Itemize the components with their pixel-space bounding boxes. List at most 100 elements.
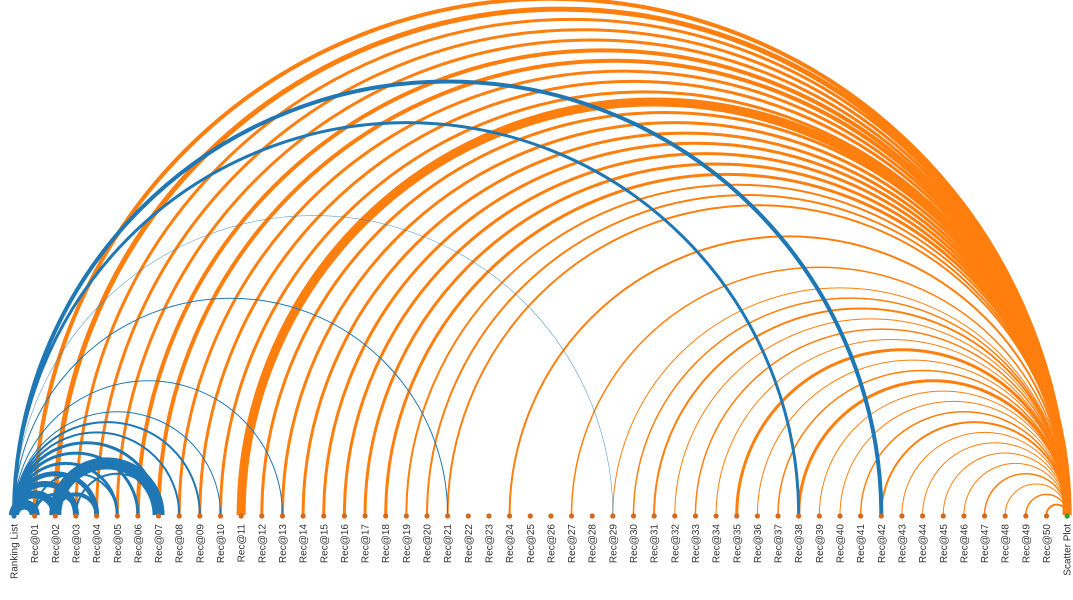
scatter-plot-link-rec-45-scatter-plot[interactable] xyxy=(942,452,1068,516)
node-rec-05[interactable] xyxy=(114,513,120,519)
node-rec-07[interactable] xyxy=(155,513,162,519)
node-rec-18[interactable] xyxy=(383,513,389,519)
node-rec-19[interactable] xyxy=(403,513,409,519)
ranking-list-link-ranking-list-rec-38[interactable] xyxy=(12,121,801,516)
scatter-plot-link-rec-40-scatter-plot[interactable] xyxy=(839,401,1068,516)
scatter-plot-link-rec-27-scatter-plot[interactable] xyxy=(570,266,1068,516)
node-label-rec-35: Rec@35 xyxy=(732,524,743,563)
scatter-plot-link-rec-43-scatter-plot[interactable] xyxy=(901,431,1068,516)
scatter-plot-link-rec-29-scatter-plot[interactable] xyxy=(612,287,1068,516)
scatter-plot-link-rec-06-scatter-plot[interactable] xyxy=(135,48,1070,516)
node-rec-36[interactable] xyxy=(754,513,761,519)
scatter-plot-link-rec-47-scatter-plot[interactable] xyxy=(983,473,1068,516)
node-scatter-plot[interactable] xyxy=(1064,513,1070,519)
scatter-plot-link-rec-49-scatter-plot[interactable] xyxy=(1025,493,1068,516)
node-rec-37[interactable] xyxy=(775,513,781,519)
node-label-rec-23: Rec@23 xyxy=(484,524,495,563)
node-rec-34[interactable] xyxy=(713,513,719,519)
scatter-plot-link-rec-24-scatter-plot[interactable] xyxy=(508,235,1069,516)
ranking-list-link-ranking-list-rec-29[interactable] xyxy=(13,215,614,516)
node-label-rec-50: Rec@50 xyxy=(1042,524,1053,563)
ranking-list-link-rec-01-rec-05[interactable] xyxy=(33,472,119,516)
scatter-plot-link-rec-31-scatter-plot[interactable] xyxy=(653,307,1069,516)
node-rec-43[interactable] xyxy=(899,513,905,519)
node-rec-46[interactable] xyxy=(961,513,967,519)
ranking-list-link-rec-02-rec-07[interactable] xyxy=(49,457,165,516)
scatter-plot-link-rec-46-scatter-plot[interactable] xyxy=(963,462,1068,516)
node-rec-03[interactable] xyxy=(73,513,79,519)
node-rec-41[interactable] xyxy=(858,513,864,519)
node-rec-09[interactable] xyxy=(197,513,203,519)
node-rec-31[interactable] xyxy=(651,513,657,519)
scatter-plot-link-rec-48-scatter-plot[interactable] xyxy=(1004,483,1068,516)
ranking-list-link-ranking-list-rec-13[interactable] xyxy=(13,380,283,516)
node-rec-10[interactable] xyxy=(217,513,224,519)
node-rec-08[interactable] xyxy=(176,513,182,519)
node-rec-26[interactable] xyxy=(548,513,554,519)
scatter-plot-link-rec-41-scatter-plot[interactable] xyxy=(859,411,1068,516)
node-rec-14[interactable] xyxy=(300,513,306,519)
ranking-list-link-rec-03-rec-07[interactable] xyxy=(74,472,160,516)
node-rec-11[interactable] xyxy=(238,513,244,519)
node-rec-20[interactable] xyxy=(424,513,430,519)
node-rec-15[interactable] xyxy=(321,513,327,519)
node-label-rec-48: Rec@48 xyxy=(1001,524,1012,563)
node-rec-04[interactable] xyxy=(94,513,100,519)
ranking-list-link-ranking-list-rec-09[interactable] xyxy=(13,421,201,516)
ranking-list-link-ranking-list-rec-08[interactable] xyxy=(13,431,181,516)
node-label-rec-12: Rec@12 xyxy=(257,524,268,563)
node-rec-12[interactable] xyxy=(259,513,265,519)
node-rec-21[interactable] xyxy=(445,513,451,519)
scatter-plot-link-rec-33-scatter-plot[interactable] xyxy=(694,328,1068,516)
node-ranking-list[interactable] xyxy=(11,513,17,519)
node-rec-17[interactable] xyxy=(362,513,368,519)
ranking-list-link-ranking-list-rec-21[interactable] xyxy=(13,297,449,516)
scatter-plot-link-rec-20-scatter-plot[interactable] xyxy=(426,193,1069,516)
node-rec-16[interactable] xyxy=(341,513,347,519)
node-rec-39[interactable] xyxy=(816,513,822,519)
scatter-plot-link-rec-36-scatter-plot[interactable] xyxy=(756,359,1068,516)
scatter-plot-link-rec-18-scatter-plot[interactable] xyxy=(384,172,1069,516)
ranking-list-link-rec-02-rec-04[interactable] xyxy=(53,492,99,516)
node-rec-30[interactable] xyxy=(630,513,637,519)
scatter-plot-link-rec-39-scatter-plot[interactable] xyxy=(818,390,1068,516)
node-rec-50[interactable] xyxy=(1043,513,1050,519)
node-rec-42[interactable] xyxy=(878,513,884,519)
node-rec-13[interactable] xyxy=(279,513,286,519)
scatter-plot-link-rec-38-scatter-plot[interactable] xyxy=(797,379,1069,516)
node-rec-01[interactable] xyxy=(32,513,38,519)
node-label-rec-44: Rec@44 xyxy=(918,524,929,563)
node-rec-23[interactable] xyxy=(486,513,492,519)
node-rec-22[interactable] xyxy=(465,513,471,519)
scatter-plot-link-rec-32-scatter-plot[interactable] xyxy=(674,318,1068,516)
node-rec-45[interactable] xyxy=(940,513,946,519)
scatter-plot-link-rec-21-scatter-plot[interactable] xyxy=(446,204,1069,516)
scatter-plot-link-rec-13-scatter-plot[interactable] xyxy=(280,121,1069,516)
ranking-list-link-ranking-list-rec-10[interactable] xyxy=(13,411,221,516)
node-rec-33[interactable] xyxy=(692,513,699,519)
node-rec-49[interactable] xyxy=(1023,513,1029,519)
node-rec-29[interactable] xyxy=(610,513,616,519)
scatter-plot-link-rec-19-scatter-plot[interactable] xyxy=(405,183,1069,516)
node-label-rec-24: Rec@24 xyxy=(505,524,516,563)
node-rec-38[interactable] xyxy=(796,513,802,519)
scatter-plot-link-rec-30-scatter-plot[interactable] xyxy=(632,297,1068,516)
node-rec-27[interactable] xyxy=(568,513,575,519)
node-rec-47[interactable] xyxy=(981,513,988,519)
node-rec-02[interactable] xyxy=(52,513,58,519)
node-rec-35[interactable] xyxy=(734,513,740,519)
node-rec-24[interactable] xyxy=(507,513,513,519)
node-rec-32[interactable] xyxy=(672,513,678,519)
node-rec-48[interactable] xyxy=(1002,513,1008,519)
node-rec-40[interactable] xyxy=(837,513,843,519)
node-rec-06[interactable] xyxy=(135,513,141,519)
scatter-plot-link-rec-35-scatter-plot[interactable] xyxy=(735,348,1069,516)
scatter-plot-link-rec-50-scatter-plot[interactable] xyxy=(1045,503,1069,516)
scatter-plot-link-rec-10-scatter-plot[interactable] xyxy=(219,90,1069,516)
node-rec-25[interactable] xyxy=(527,513,533,519)
scatter-plot-link-rec-44-scatter-plot[interactable] xyxy=(922,442,1068,516)
node-rec-28[interactable] xyxy=(589,513,595,519)
node-rec-44[interactable] xyxy=(920,513,926,519)
ranking-list-link-ranking-list-rec-42[interactable] xyxy=(12,79,884,516)
scatter-plot-link-rec-42-scatter-plot[interactable] xyxy=(880,421,1069,516)
